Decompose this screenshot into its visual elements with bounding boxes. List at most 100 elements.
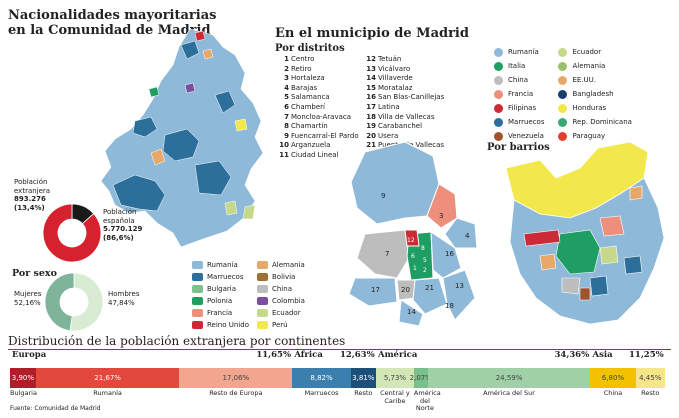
svg-text:1: 1 (413, 265, 417, 272)
district-number: 5 (284, 93, 289, 102)
district-number: 17 (366, 102, 376, 111)
district-name: Villaverde (378, 74, 413, 83)
legend-item: Alemania (558, 59, 631, 73)
legend-label: China (508, 76, 528, 84)
legend-label: China (271, 285, 292, 293)
bar-segment: 17,06% (179, 368, 293, 388)
legend-label: Venezuela (508, 132, 544, 140)
legend-swatch (256, 321, 268, 329)
district-name: Hortaleza (291, 74, 325, 83)
continent-name: Asia (592, 350, 613, 360)
svg-text:21: 21 (425, 284, 434, 292)
district-number: 16 (366, 93, 376, 102)
legend-item: Rep. Dominicana (558, 115, 632, 129)
legend-swatch (256, 285, 268, 293)
district-item: 9 Fuencarral-El Pardo (277, 132, 359, 142)
district-name: Moncloa-Aravaca (291, 112, 352, 121)
bar-segment-label: América del Norte (413, 389, 441, 412)
legend-swatch (256, 261, 268, 269)
legend-label: Rumanía (207, 261, 238, 269)
legend-swatch (558, 89, 568, 99)
bar-segment: 2,07% (410, 368, 432, 388)
legend-label: Bangladesh (572, 90, 614, 98)
district-name: Centro (291, 55, 315, 63)
legend-swatch (192, 297, 203, 305)
svg-text:4: 4 (465, 232, 470, 240)
district-item: 20 Usera (364, 132, 444, 142)
bar-segment-label: Central y Caribe (380, 389, 410, 405)
district-number: 10 (279, 141, 289, 150)
legend-item: Francia (494, 87, 544, 101)
legend-item: Paraguay (558, 129, 631, 143)
bar-segment: 3,81% (350, 368, 376, 388)
bar-segment-label: Resto (354, 389, 373, 397)
legend-item: Bulgaria (192, 283, 249, 295)
district-number: 7 (284, 112, 289, 121)
legend-label: Honduras (572, 104, 607, 112)
district-name: Retiro (291, 64, 312, 73)
bar-segment-label: Resto (641, 389, 660, 397)
bar-segment-label: Rumanía (93, 389, 122, 397)
legend-item: Francia (192, 307, 249, 319)
legend-swatch (192, 261, 203, 269)
legend-swatch (494, 131, 503, 141)
district-name: Villa de Vallecas (378, 112, 435, 121)
svg-text:9: 9 (381, 192, 385, 200)
hombres-text: Hombres 47,84% (108, 290, 140, 307)
district-name: Barajas (291, 83, 318, 92)
district-number: 6 (284, 102, 289, 111)
legend-municipio-col1: Rumanía Italia China Francia Filipinas Marrue… (494, 45, 544, 143)
bar-segment-label: Bulgaria (10, 389, 37, 397)
legend-item: Rumanía (192, 259, 249, 271)
legend-swatch (494, 75, 503, 85)
bar-segment: 24,59% (427, 368, 591, 388)
district-name: Vicálvaro (378, 64, 411, 73)
svg-text:5: 5 (423, 257, 427, 264)
svg-text:16: 16 (445, 250, 454, 258)
legend-item: Italia (494, 59, 544, 73)
district-name: Usera (378, 131, 399, 140)
district-number: 3 (284, 74, 289, 83)
legend-label: Marruecos (207, 273, 244, 281)
legend-item: Reino Unido (192, 319, 249, 331)
district-list-col2: 12 Tetuán 13 Vicálvaro 14 Villaverde 15 Moratal… (364, 55, 444, 151)
district-item: 11 Ciudad Lineal (277, 151, 359, 161)
svg-text:6: 6 (411, 253, 415, 260)
mujeres-text: Mujeres 52,16% (14, 290, 42, 307)
legend-municipio: Rumanía Italia China Francia Filipinas Marrue… (494, 45, 632, 143)
continent-name: Europa (12, 350, 47, 360)
bar-segment: 21,67% (35, 368, 180, 388)
madrid-barrios-map (505, 141, 665, 325)
district-item: 5 Salamanca (277, 93, 359, 103)
svg-text:3: 3 (439, 212, 443, 220)
district-name: Arganzuela (291, 141, 331, 150)
legend-swatch (558, 61, 568, 71)
legend-item: Ecuador (256, 307, 305, 319)
legend-label: EE.UU. (572, 76, 597, 84)
district-name: San Blas-Canillejas (378, 93, 445, 102)
district-name: Chamartín (291, 122, 328, 131)
distribucion-title: Distribución de la población extranjera … (8, 334, 346, 348)
legend-label: Alemania (572, 62, 606, 70)
district-number: 9 (284, 131, 289, 140)
district-item: 14 Villaverde (364, 74, 444, 84)
legend-label: Rep. Dominicana (572, 118, 632, 126)
district-item: 16 San Blas-Canillejas (364, 93, 444, 103)
district-number: 18 (366, 112, 376, 121)
legend-label: Marruecos (508, 118, 545, 126)
continent-pct: 12,63% (339, 350, 375, 360)
legend-swatch (558, 47, 568, 57)
legend-item: Bolivia (256, 271, 305, 283)
district-item: 13 Vicálvaro (364, 65, 444, 75)
legend-item: Perú (256, 319, 305, 331)
legend-comunidad: Rumanía Marruecos Bulgaria Polonia Francia Re… (192, 259, 305, 331)
legend-label: Rumanía (508, 48, 539, 56)
legend-swatch (494, 117, 503, 127)
comunidad-madrid-map (100, 28, 264, 248)
legend-swatch (256, 309, 268, 317)
slice-espanola (42, 203, 102, 263)
bar-segment: 6,80% (590, 368, 636, 388)
continent-name: África (294, 350, 323, 360)
bar-segment-label: Marruecos (304, 389, 339, 397)
legend-label: Filipinas (508, 104, 537, 112)
